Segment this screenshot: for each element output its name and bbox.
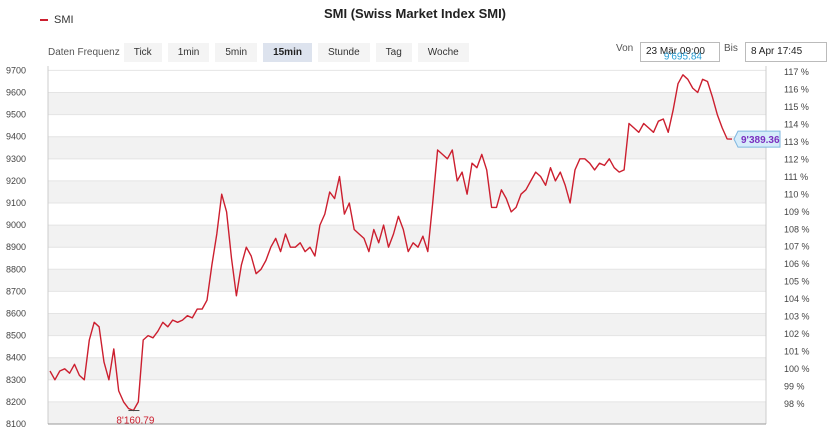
y-tick-label-left: 9400 (6, 132, 26, 142)
y-tick-label-right: 98 % (784, 399, 805, 409)
to-label: Bis (724, 43, 738, 54)
frequency-1min-button[interactable]: 1min (167, 43, 210, 62)
y-tick-label-right: 114 % (784, 119, 809, 129)
y-tick-label-left: 9600 (6, 88, 26, 98)
legend[interactable]: SMI (40, 14, 74, 26)
y-tick-label-left: 8200 (6, 397, 26, 407)
frequency-label: Daten Frequenz (48, 47, 120, 58)
y-tick-label-right: 100 % (784, 364, 810, 374)
last-value-callout (733, 130, 781, 148)
y-tick-label-right: 107 % (784, 242, 810, 252)
legend-label: SMI (54, 14, 74, 26)
y-tick-label-right: 117 % (784, 67, 809, 77)
legend-swatch (40, 19, 48, 21)
frequency-15min-button[interactable]: 15min (263, 43, 312, 62)
frequency-woche-button[interactable]: Woche (417, 43, 469, 62)
y-tick-label-right: 110 % (784, 189, 809, 199)
frequency-stunde-button[interactable]: Stunde (317, 43, 370, 62)
y-tick-label-left: 9100 (6, 198, 26, 208)
grid-band (48, 401, 766, 424)
y-tick-label-left: 8700 (6, 286, 26, 296)
series-line-smi (49, 74, 733, 412)
y-tick-label-left: 8600 (6, 309, 26, 319)
frequency-5min-button[interactable]: 5min (215, 43, 258, 62)
grid-band (48, 136, 766, 159)
y-tick-label-left: 8400 (6, 353, 26, 363)
min-label: 8'160.79 (116, 416, 154, 427)
y-tick-label-right: 108 % (784, 224, 810, 234)
y-tick-label-left: 8300 (6, 375, 26, 385)
y-tick-label-right: 105 % (784, 277, 810, 287)
from-date-input[interactable]: 23 Mär 09:00 (640, 42, 720, 62)
y-tick-label-right: 102 % (784, 329, 810, 339)
grid-band (48, 313, 766, 336)
frequency-tag-button[interactable]: Tag (375, 43, 412, 62)
y-tick-label-left: 8500 (6, 331, 26, 341)
y-tick-label-left: 8800 (6, 264, 26, 274)
y-tick-label-left: 9300 (6, 154, 26, 164)
y-tick-label-right: 103 % (784, 312, 810, 322)
y-tick-label-left: 9200 (6, 176, 26, 186)
y-tick-label-right: 112 % (784, 154, 809, 164)
y-tick-label-left: 8100 (6, 419, 26, 429)
y-tick-label-left: 9000 (6, 220, 26, 230)
to-date-input[interactable]: 8 Apr 17:45 (745, 42, 827, 62)
y-tick-label-right: 104 % (784, 294, 810, 304)
grid-band (48, 92, 766, 115)
y-tick-label-left: 9500 (6, 110, 26, 120)
max-label: 9'695.84 (664, 51, 702, 62)
chart-title: SMI (Swiss Market Index SMI) (323, 6, 507, 21)
frequency-toolbar: Daten Frequenz Tick 1min 5min 15min Stun… (48, 43, 475, 62)
y-tick-label-right: 111 % (784, 172, 808, 182)
from-label: Von (616, 43, 634, 54)
y-tick-label-right: 99 % (784, 382, 805, 392)
y-tick-label-right: 113 % (784, 137, 809, 147)
frequency-tick-button[interactable]: Tick (123, 43, 162, 62)
y-tick-label-left: 8900 (6, 242, 26, 252)
last-value-label: 9'389.36 (741, 135, 780, 146)
grid-band (48, 180, 766, 204)
y-tick-label-right: 106 % (784, 259, 810, 269)
grid-band (48, 269, 766, 292)
y-tick-label-right: 109 % (784, 207, 810, 217)
y-tick-label-right: 101 % (784, 347, 810, 357)
grid-band (48, 357, 766, 380)
grid-band (48, 225, 766, 248)
y-tick-label-right: 115 % (784, 102, 809, 112)
y-tick-label-right: 116 % (784, 84, 809, 94)
y-tick-label-left: 9700 (6, 65, 26, 75)
